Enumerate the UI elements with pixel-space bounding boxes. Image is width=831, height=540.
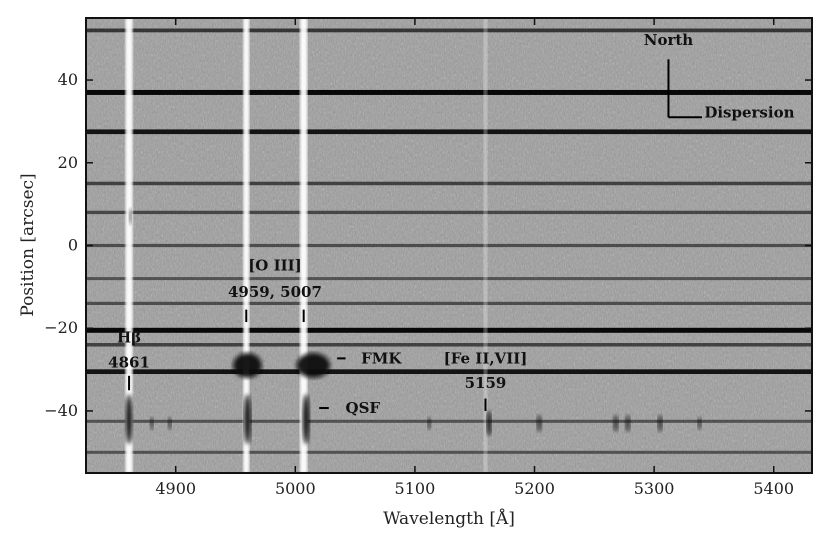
sky-line-4861 — [125, 18, 133, 473]
annotation-north-label: North — [644, 31, 694, 49]
y-axis-label: Position [arcsec] — [18, 173, 38, 316]
spatial-band-4 — [86, 210, 812, 215]
blob-oiii4959-qsf — [243, 394, 252, 445]
y-tick-label--40: −40 — [44, 401, 78, 420]
annotation-hbeta-line-1: 4861 — [108, 354, 150, 372]
spatial-band-2 — [86, 129, 812, 135]
annotation-oiii-line-0: [O III] — [248, 256, 302, 274]
y-tick-label--20: −20 — [44, 318, 78, 337]
annotation-north: North — [644, 31, 694, 49]
blob-line-5338 — [697, 417, 702, 430]
annotation-feii: [Fe II,VII] 5159 — [444, 349, 528, 411]
spatial-band-3 — [86, 181, 812, 186]
x-tick-label-5300: 5300 — [634, 479, 675, 498]
annotation-hbeta: Hβ 4861 — [108, 329, 150, 391]
spatial-band-6 — [86, 277, 812, 281]
blob-feii-5159 — [486, 410, 492, 436]
spatial-band-9 — [86, 343, 812, 347]
blob-line-5278 — [625, 415, 631, 432]
spatial-bands — [86, 28, 812, 454]
y-axis: −40 −20 0 20 40 — [44, 70, 812, 420]
sky-line-columns — [125, 18, 488, 473]
annotation-oiii-line-1: 4959, 5007 — [228, 283, 322, 301]
annotation-hbeta-line-0: Hβ — [117, 329, 141, 347]
blob-oiii5007-qsf — [302, 394, 310, 445]
blob-line-5268 — [613, 415, 619, 432]
x-tick-label-5100: 5100 — [395, 479, 436, 498]
sky-line-5159 — [483, 18, 488, 473]
x-axis: 4900 5000 5100 5200 5300 5400 — [155, 18, 794, 498]
spectrum-image — [86, 18, 812, 473]
sky-line-4959 — [243, 18, 250, 473]
y-tick-label-0: 0 — [68, 236, 78, 255]
blob-line-5204 — [536, 415, 542, 432]
spatial-band-10 — [86, 369, 812, 375]
spatial-band-12 — [86, 450, 812, 454]
blob-line-5305 — [657, 415, 663, 432]
x-tick-label-5200: 5200 — [514, 479, 555, 498]
annotations: Hβ 4861 [O III] 4959, 5007 [Fe II,VII] 5159 FM… — [108, 31, 794, 417]
spatial-band-11 — [86, 419, 812, 423]
blob-oiii4959-fmk — [233, 353, 262, 378]
y-tick-label-40: 40 — [58, 70, 78, 89]
annotation-qsf: QSF — [319, 399, 380, 417]
annotation-fmk-label: FMK — [361, 349, 402, 367]
spatial-band-8 — [86, 327, 812, 333]
spatial-band-7 — [86, 301, 812, 306]
annotation-feii-line-0: [Fe II,VII] — [444, 349, 528, 367]
x-tick-label-5000: 5000 — [275, 479, 316, 498]
emission-features — [125, 208, 702, 445]
sky-line-5007 — [300, 18, 308, 473]
x-tick-label-4900: 4900 — [155, 479, 196, 498]
spatial-band-1 — [86, 89, 812, 95]
blob-line-4895 — [167, 417, 172, 430]
annotation-fmk: FMK — [337, 349, 402, 367]
blob-hbeta-qsf — [125, 394, 133, 445]
annotation-feii-line-1: 5159 — [465, 374, 507, 392]
annotation-qsf-label: QSF — [346, 399, 381, 417]
annotation-dispersion-label: Dispersion — [704, 103, 794, 121]
blob-oiii5007-fmk — [296, 353, 330, 378]
blob-hbeta-north — [129, 208, 132, 225]
spatial-band-5 — [86, 243, 812, 248]
annotation-oiii: [O III] 4959, 5007 — [228, 256, 322, 323]
annotation-dispersion: Dispersion — [704, 103, 794, 121]
blob-line-5112 — [427, 417, 432, 430]
blob-line-4880 — [149, 417, 154, 430]
spatial-band-0 — [86, 28, 812, 33]
x-tick-label-5400: 5400 — [753, 479, 794, 498]
y-tick-label-20: 20 — [58, 153, 78, 172]
x-axis-label: Wavelength [Å] — [383, 508, 515, 529]
